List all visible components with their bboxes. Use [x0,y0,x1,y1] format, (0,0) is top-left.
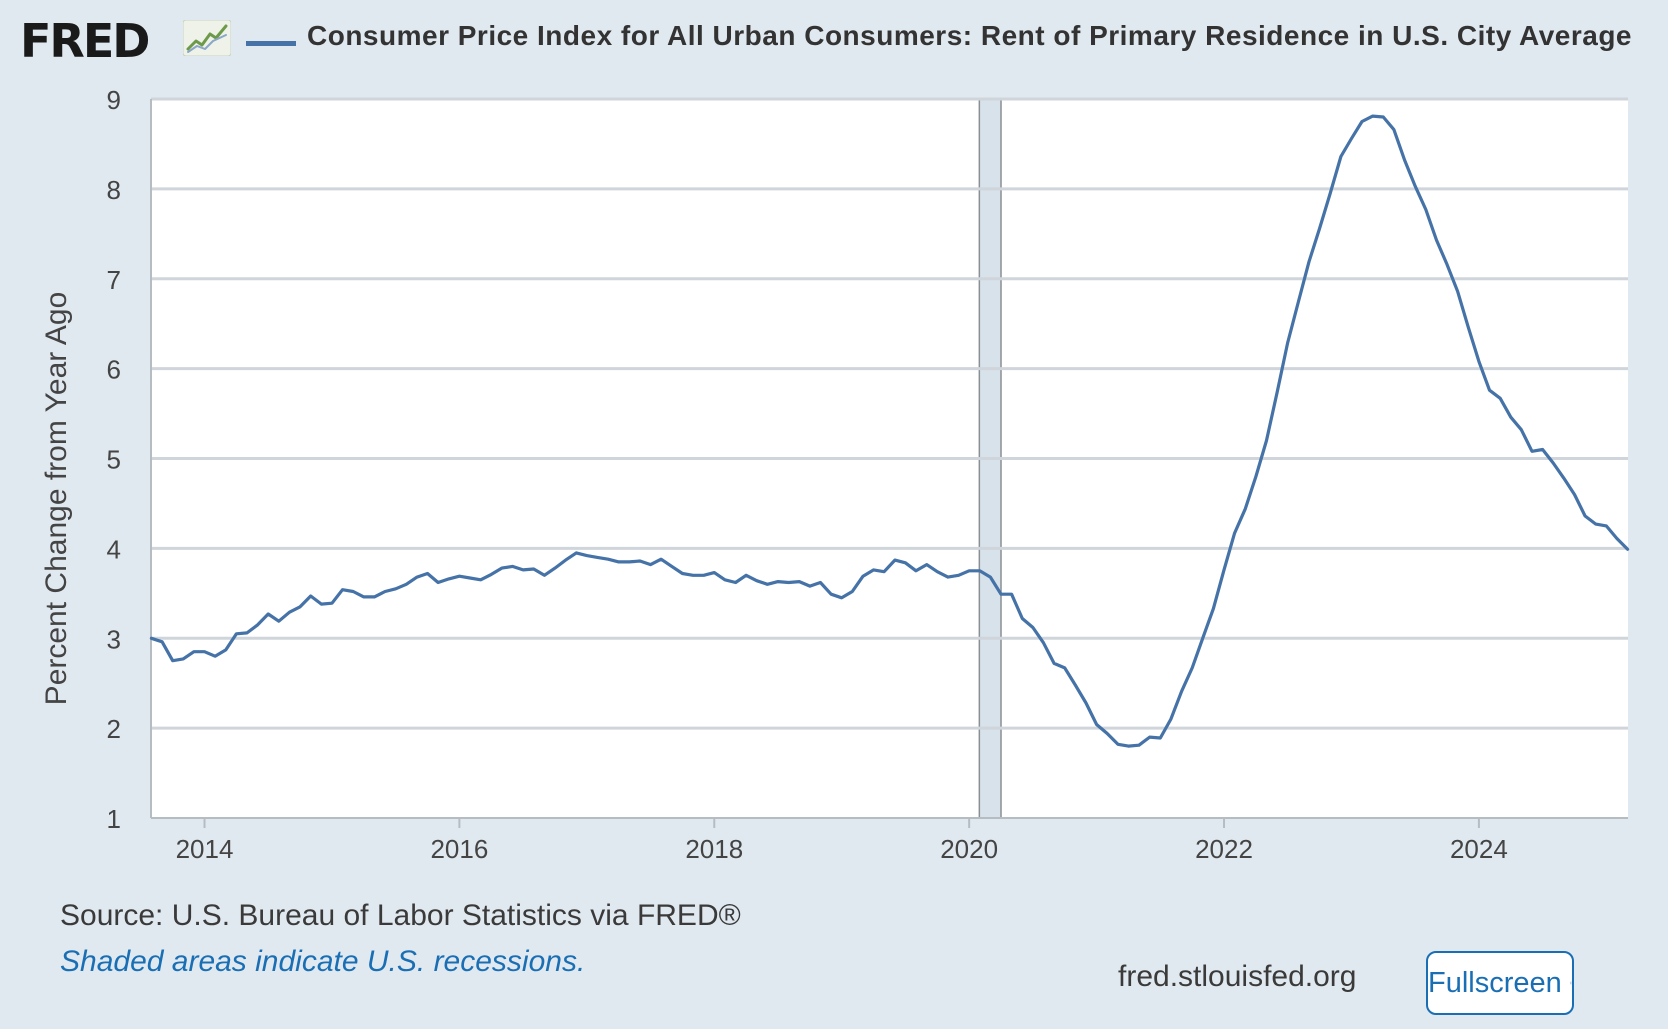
gridlines [151,97,1628,730]
legend-swatch [246,41,296,46]
y-tick-label: 7 [107,265,121,295]
y-axis-label: Percent Change from Year Ago [40,292,73,706]
fred-logo[interactable]: FRED [20,14,150,68]
chart-title: Consumer Price Index for All Urban Consu… [307,20,1633,51]
x-tick-label: 2018 [685,834,743,864]
series-line[interactable] [149,114,1630,748]
expand-icon [1569,981,1572,985]
y-tick-label: 3 [107,624,121,654]
fullscreen-label: Fullscreen [1428,966,1562,999]
x-tick-label: 2020 [940,834,998,864]
y-tick-label: 4 [107,534,121,564]
y-axis-ticks: 1 2 3 4 5 6 7 8 9 [107,85,121,834]
x-tick-label: 2016 [430,834,488,864]
source-text: Source: U.S. Bureau of Labor Statistics … [60,899,741,932]
y-tick-label: 6 [107,355,121,385]
x-tick-label: 2014 [176,834,234,864]
x-axis-ticks: 2014 2016 2018 2020 2022 2024 [176,818,1508,864]
x-tick-label: 2024 [1450,834,1508,864]
y-tick-label: 1 [107,804,121,834]
y-tick-label: 8 [107,175,121,205]
axes [150,99,1628,819]
recession-note[interactable]: Shaded areas indicate U.S. recessions. [60,945,586,978]
site-url[interactable]: fred.stlouisfed.org [1118,960,1357,993]
series-layer [149,114,1630,748]
x-tick-label: 2022 [1195,834,1253,864]
chart-header: FRED Consumer Price Index for All Urban … [0,0,1668,80]
y-tick-label: 2 [107,714,121,744]
chart-area: 1 2 3 4 5 6 7 8 9 2014 2016 2018 2020 2022 2024 Perce… [40,85,1630,864]
y-tick-label: 5 [107,445,121,475]
fullscreen-button[interactable]: Fullscreen [1426,951,1574,1015]
y-tick-label: 9 [107,85,121,115]
trend-chart-icon [183,20,231,56]
